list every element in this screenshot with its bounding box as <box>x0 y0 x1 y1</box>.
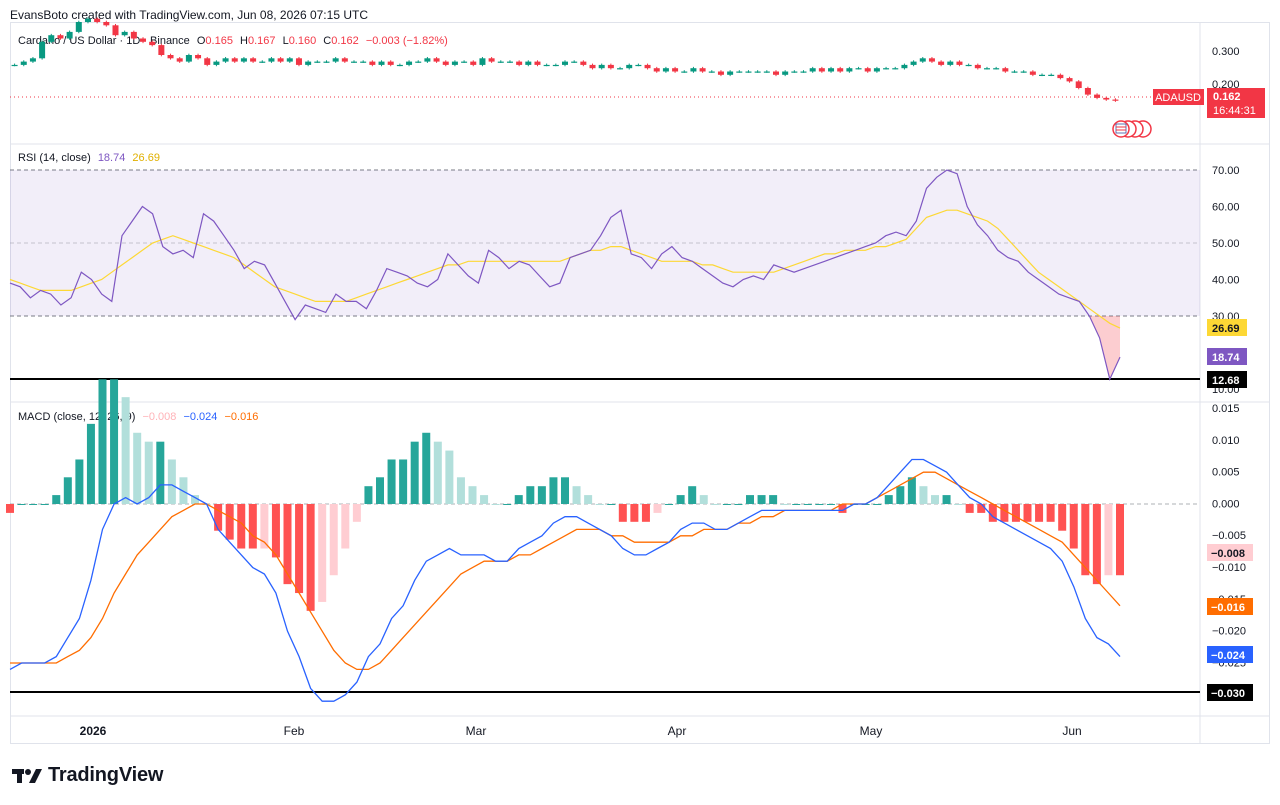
ohlc-low: 0.160 <box>288 35 317 47</box>
chart-frame <box>10 22 1270 744</box>
macd-hist-value: −0.008 <box>142 411 177 423</box>
ohlc-open: 0.165 <box>205 35 233 47</box>
macd-legend: MACD (close, 12, 26, 9) −0.008 −0.024 −0… <box>18 411 262 423</box>
ohlc-close: 0.162 <box>331 35 359 47</box>
ohlc-high-label: H <box>240 35 248 47</box>
rsi-ma-value: 26.69 <box>132 152 160 164</box>
ohlc-change: −0.003 (−1.82%) <box>365 35 448 47</box>
rsi-title[interactable]: RSI (14, close) <box>18 152 91 164</box>
rsi-legend: RSI (14, close) 18.74 26.69 <box>18 152 164 164</box>
rsi-value: 18.74 <box>97 152 126 164</box>
ohlc-open-label: O <box>196 35 206 47</box>
ohlc-close-label: C <box>323 35 332 47</box>
macd-signal-value: −0.016 <box>224 411 259 423</box>
ohlc-low-label: L <box>282 35 289 47</box>
ohlc-high: 0.167 <box>247 35 276 47</box>
tradingview-logo-icon <box>12 768 42 783</box>
chart-caption: EvansBoto created with TradingView.com, … <box>10 8 368 22</box>
macd-title[interactable]: MACD (close, 12, 26, 9) <box>18 411 136 423</box>
tradingview-logo[interactable]: TradingView <box>12 764 163 787</box>
macd-line-value: −0.024 <box>183 411 218 423</box>
symbol-title[interactable]: Cardano / US Dollar · 1D · Binance <box>18 35 190 47</box>
price-legend: Cardano / US Dollar · 1D · Binance O0.16… <box>18 35 452 47</box>
tradingview-wordmark: TradingView <box>48 764 164 786</box>
